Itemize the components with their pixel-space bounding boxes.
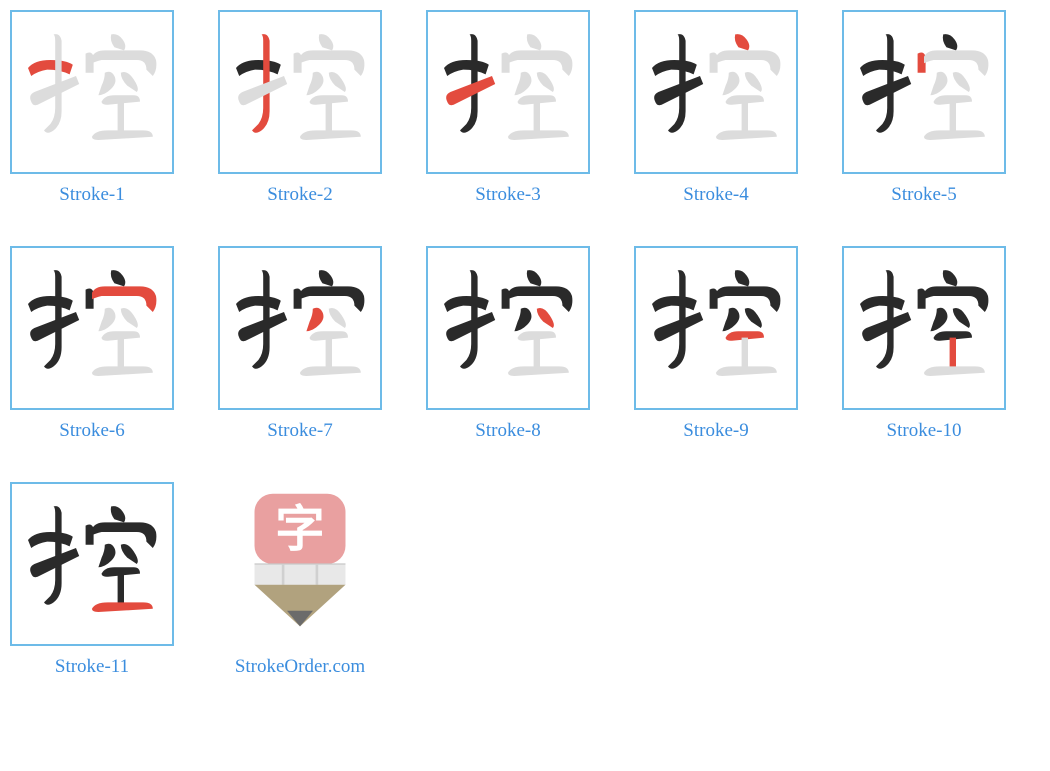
logo-cell: 字 StrokeOrder.com [218,482,382,678]
character-svg [844,248,1004,408]
stroke-box [426,10,590,174]
stroke-caption: Stroke-1 [59,184,124,206]
character-svg [12,248,172,408]
stroke-caption: Stroke-4 [683,184,748,206]
character-svg [844,12,1004,172]
stroke-caption: Stroke-6 [59,420,124,442]
stroke-grid: Stroke-1 Stroke-2 Stroke-3 Stroke-4 Stroke-5… [10,10,1040,678]
stroke-box [10,10,174,174]
stroke-cell: Stroke-11 [10,482,174,678]
stroke-cell: Stroke-6 [10,246,174,442]
stroke-caption: Stroke-5 [891,184,956,206]
stroke-box [10,482,174,646]
stroke-cell: Stroke-7 [218,246,382,442]
character-svg [12,484,172,644]
character-svg [636,248,796,408]
site-logo: 字 [218,482,382,646]
character-svg [636,12,796,172]
stroke-box [634,10,798,174]
stroke-caption: Stroke-10 [887,420,962,442]
site-caption: StrokeOrder.com [235,656,365,678]
stroke-box [842,10,1006,174]
stroke-caption: Stroke-7 [267,420,332,442]
stroke-box [426,246,590,410]
stroke-box [218,10,382,174]
stroke-cell: Stroke-8 [426,246,590,442]
stroke-cell: Stroke-10 [842,246,1006,442]
stroke-box [218,246,382,410]
stroke-cell: Stroke-4 [634,10,798,206]
stroke-cell: Stroke-1 [10,10,174,206]
character-svg [428,248,588,408]
stroke-cell: Stroke-2 [218,10,382,206]
stroke-caption: Stroke-3 [475,184,540,206]
stroke-cell: Stroke-9 [634,246,798,442]
stroke-caption: Stroke-9 [683,420,748,442]
stroke-box [842,246,1006,410]
character-svg [428,12,588,172]
character-svg [220,248,380,408]
stroke-box [634,246,798,410]
character-svg [12,12,172,172]
stroke-cell: Stroke-3 [426,10,590,206]
stroke-box [10,246,174,410]
character-svg [220,12,380,172]
stroke-caption: Stroke-2 [267,184,332,206]
stroke-caption: Stroke-11 [55,656,129,678]
svg-text:字: 字 [275,502,324,557]
stroke-cell: Stroke-5 [842,10,1006,206]
stroke-caption: Stroke-8 [475,420,540,442]
